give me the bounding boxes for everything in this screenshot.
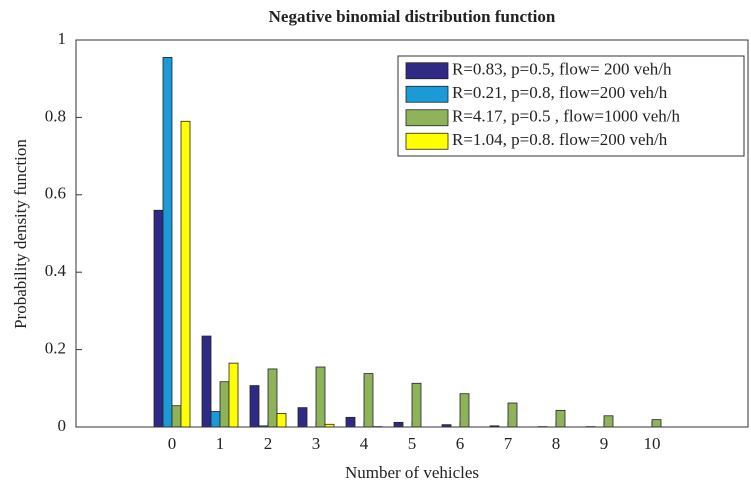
plot-frame	[75, 39, 749, 428]
bar	[276, 413, 287, 428]
y-axis-label: Probability density function	[11, 139, 30, 329]
legend-label: R=1.04, p=0.8. flow=200 veh/h	[452, 130, 668, 149]
x-tick-label: 2	[264, 434, 273, 453]
x-tick-label: 4	[360, 434, 369, 453]
x-tick-label: 0	[168, 434, 177, 453]
bar	[210, 411, 221, 428]
bar	[507, 402, 518, 428]
bar	[555, 409, 566, 428]
bar	[219, 381, 230, 428]
x-tick-label: 9	[600, 434, 609, 453]
legend-label: R=0.21, p=0.8, flow=200 veh/h	[452, 83, 668, 102]
y-tick-label: 0.6	[45, 184, 66, 203]
bar	[153, 209, 164, 428]
bar	[393, 421, 404, 428]
legend-swatch	[405, 62, 449, 80]
x-tick-label: 8	[552, 434, 561, 453]
bar	[603, 415, 614, 428]
y-tick-label: 0	[58, 416, 67, 435]
legend-swatch	[405, 132, 449, 150]
x-tick-label: 10	[644, 434, 661, 453]
bar	[411, 382, 422, 428]
x-tick-label: 6	[456, 434, 465, 453]
bar	[345, 416, 356, 428]
bar	[249, 385, 260, 428]
bar	[162, 57, 173, 428]
bar	[651, 419, 662, 428]
legend-swatch	[405, 109, 449, 127]
x-tick-label: 3	[312, 434, 321, 453]
bar	[201, 335, 212, 428]
x-axis-label: Number of vehicles	[345, 463, 479, 482]
x-tick-label: 5	[408, 434, 417, 453]
bar	[228, 362, 239, 428]
x-tick-label: 7	[504, 434, 513, 453]
y-tick-label: 0.2	[45, 339, 66, 358]
legend-swatch	[405, 85, 449, 103]
bar	[297, 407, 308, 428]
chart-title: Negative binomial distribution function	[269, 7, 556, 26]
legend-label: R=0.83, p=0.5, flow= 200 veh/h	[452, 60, 672, 79]
legend	[397, 55, 745, 157]
legend-label: R=4.17, p=0.5 , flow=1000 veh/h	[452, 107, 681, 126]
bar	[267, 368, 278, 428]
bar	[171, 405, 182, 428]
y-tick-label: 1	[58, 29, 67, 48]
bar	[180, 120, 191, 428]
bar	[315, 366, 326, 428]
y-tick-label: 0.8	[45, 106, 66, 125]
x-tick-label: 1	[216, 434, 225, 453]
bar	[363, 373, 374, 428]
bar	[459, 393, 470, 428]
y-tick-label: 0.4	[45, 261, 67, 280]
